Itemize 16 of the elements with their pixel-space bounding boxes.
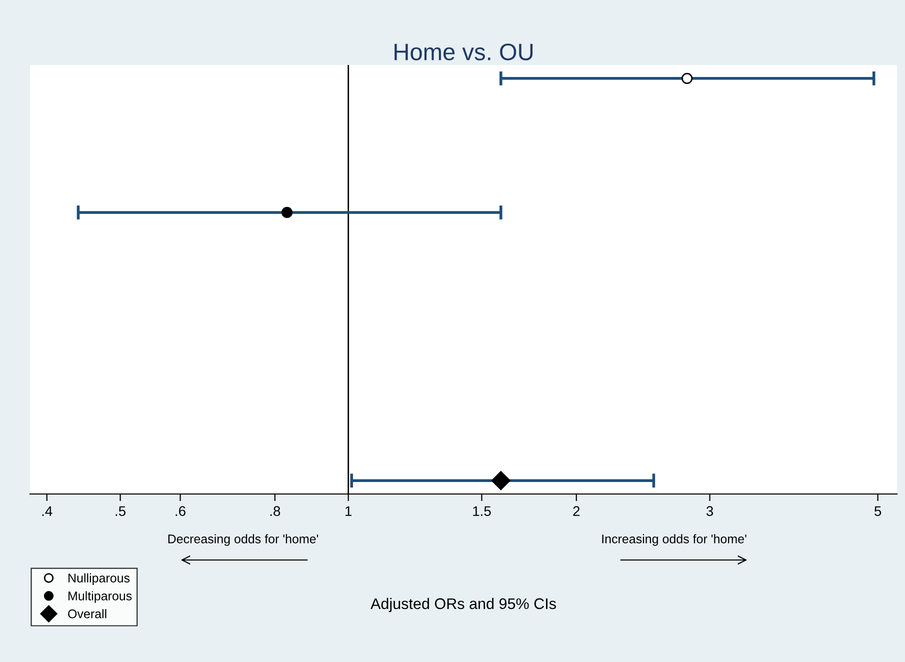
x-tick-label: 1 [346, 506, 352, 516]
legend-label: Overall [68, 609, 106, 618]
text: Increasing odds for 'home' [602, 534, 746, 546]
x-tick-label: .5 [116, 506, 126, 516]
chart-title: Home vs. OU [394, 44, 533, 60]
x-tick-label: 1.5 [473, 506, 491, 516]
x-tick-label: 3 [706, 506, 714, 516]
text: Decreasing odds for 'home' [168, 534, 318, 546]
x-tick-label: .4 [42, 506, 52, 516]
legend-label: Multiparous [68, 591, 132, 603]
x-tick-label: 2 [573, 506, 580, 516]
x-tick-label: 5 [874, 506, 882, 516]
legend-label: Nulliparous [68, 573, 130, 585]
x-tick-label: .6 [176, 506, 186, 516]
text: Adjusted ORs and 95% CIs [370, 598, 556, 612]
x-tick-label: .8 [270, 506, 280, 516]
